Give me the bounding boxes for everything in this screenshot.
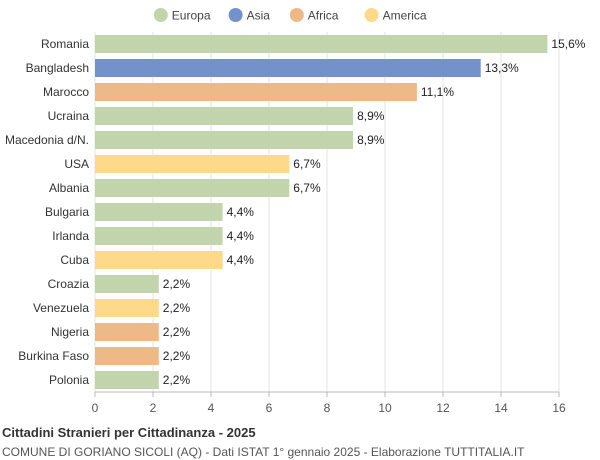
value-label: 2,2% <box>163 277 191 291</box>
category-label: Venezuela <box>33 301 89 315</box>
x-tick-label: 10 <box>378 401 392 415</box>
category-label: Croazia <box>48 277 90 291</box>
category-label: Polonia <box>49 373 89 387</box>
legend-swatch <box>153 8 168 22</box>
category-label: Bangladesh <box>26 61 89 75</box>
category-label: Ucraina <box>48 109 90 123</box>
bar <box>95 251 223 269</box>
bar <box>95 275 159 293</box>
bar <box>95 203 223 221</box>
value-label: 6,7% <box>293 157 321 171</box>
x-tick-label: 0 <box>92 401 99 415</box>
value-label: 8,9% <box>357 109 385 123</box>
bar <box>95 227 223 245</box>
legend-label: Europa <box>172 9 211 23</box>
legend-swatch <box>289 8 304 22</box>
value-label: 11,1% <box>421 85 454 99</box>
bar <box>95 107 354 125</box>
bar <box>95 155 290 173</box>
x-tick-label: 8 <box>324 401 331 415</box>
legend-label: America <box>383 9 427 23</box>
value-label: 4,4% <box>227 253 255 267</box>
category-label: USA <box>64 157 89 171</box>
value-label: 2,2% <box>163 301 191 315</box>
legend-label: Africa <box>308 9 339 23</box>
value-label: 6,7% <box>293 181 321 195</box>
legend-swatch <box>228 8 243 22</box>
category-label: Nigeria <box>51 325 89 339</box>
category-label: Romania <box>41 37 89 51</box>
bar <box>95 299 159 317</box>
bar <box>95 179 290 197</box>
value-label: 4,4% <box>227 205 255 219</box>
x-tick-label: 12 <box>436 401 450 415</box>
value-label: 2,2% <box>163 373 191 387</box>
value-label: 15,6% <box>551 37 585 51</box>
chart-title: Cittadini Stranieri per Cittadinanza - 2… <box>2 425 256 440</box>
bar <box>95 131 354 149</box>
x-tick-label: 4 <box>208 401 215 415</box>
bar <box>95 35 548 53</box>
category-label: Marocco <box>43 85 89 99</box>
category-label: Cuba <box>60 253 89 267</box>
legend-label: Asia <box>247 9 271 23</box>
x-tick-label: 2 <box>150 401 157 415</box>
category-label: Bulgaria <box>45 205 89 219</box>
chart-subtitle: COMUNE DI GORIANO SICOLI (AQ) - Dati IST… <box>2 445 525 459</box>
x-tick-label: 14 <box>494 401 508 415</box>
bar <box>95 59 481 77</box>
value-label: 8,9% <box>357 133 385 147</box>
bar <box>95 371 159 389</box>
legend: Europa Asia Africa America <box>153 8 427 23</box>
legend-swatch <box>364 8 379 22</box>
value-label: 2,2% <box>163 349 191 363</box>
x-axis: 0 2 4 6 8 10 12 14 16 <box>92 391 566 415</box>
bar <box>95 323 159 341</box>
bar <box>95 83 417 101</box>
x-tick-label: 16 <box>552 401 566 415</box>
category-label: Albania <box>49 181 89 195</box>
bar-chart: Europa Asia Africa America Romania 15,6% Bang… <box>5 8 586 415</box>
category-label: Irlanda <box>52 229 89 243</box>
bars: Romania 15,6% Bangladesh 13,3% Marocco 11,1% U… <box>5 35 586 389</box>
value-label: 4,4% <box>227 229 255 243</box>
x-tick-label: 6 <box>266 401 273 415</box>
category-label: Macedonia d/N. <box>5 133 89 147</box>
bar <box>95 347 159 365</box>
category-label: Burkina Faso <box>18 349 89 363</box>
value-label: 13,3% <box>485 61 519 75</box>
value-label: 2,2% <box>163 325 191 339</box>
